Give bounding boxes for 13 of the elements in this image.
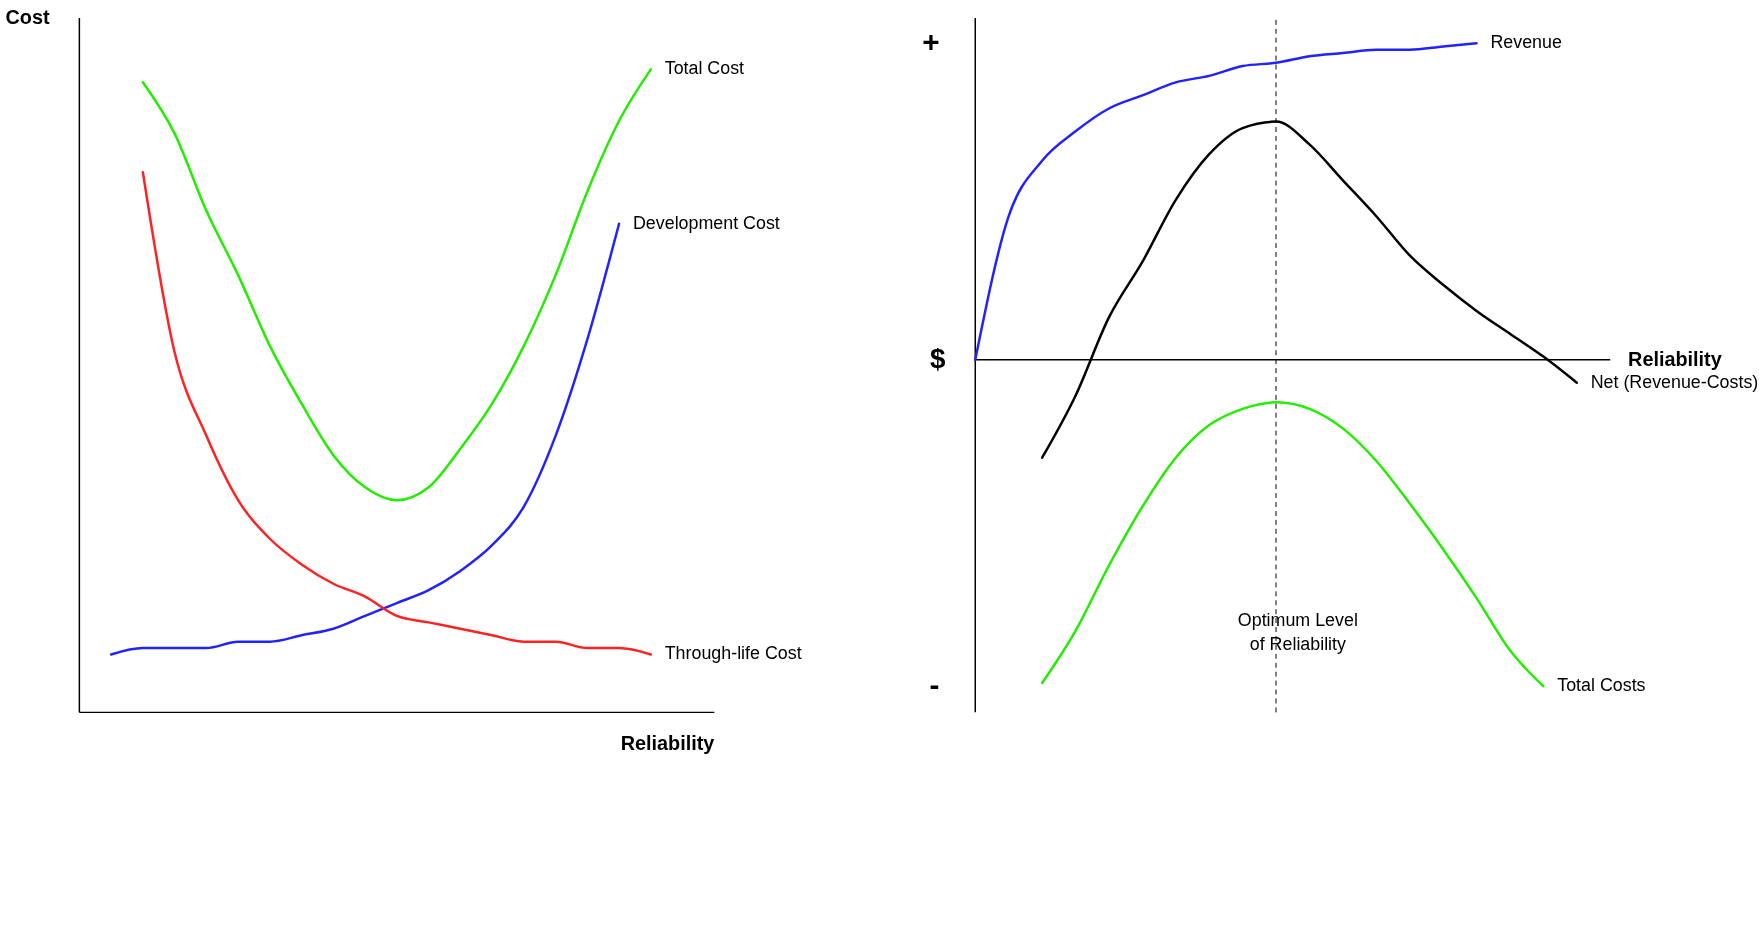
y-axis-title: Cost	[5, 5, 50, 28]
series-label: Revenue	[1490, 32, 1562, 53]
text: -	[929, 668, 940, 702]
y-axis-title: $	[930, 342, 947, 374]
x-axis-title: Reliability	[620, 732, 715, 755]
text: +	[922, 25, 940, 59]
series-label: Development Cost	[632, 212, 780, 233]
series-label: Through-life Cost	[664, 643, 802, 664]
series-label: Total Costs	[1557, 675, 1646, 696]
series-label: Total Cost	[664, 58, 745, 79]
series-label: Net (Revenue-Costs)	[1590, 371, 1759, 392]
annotation: Optimum Level of Reliability	[1237, 609, 1358, 654]
x-axis-title: Reliability	[1628, 347, 1722, 370]
